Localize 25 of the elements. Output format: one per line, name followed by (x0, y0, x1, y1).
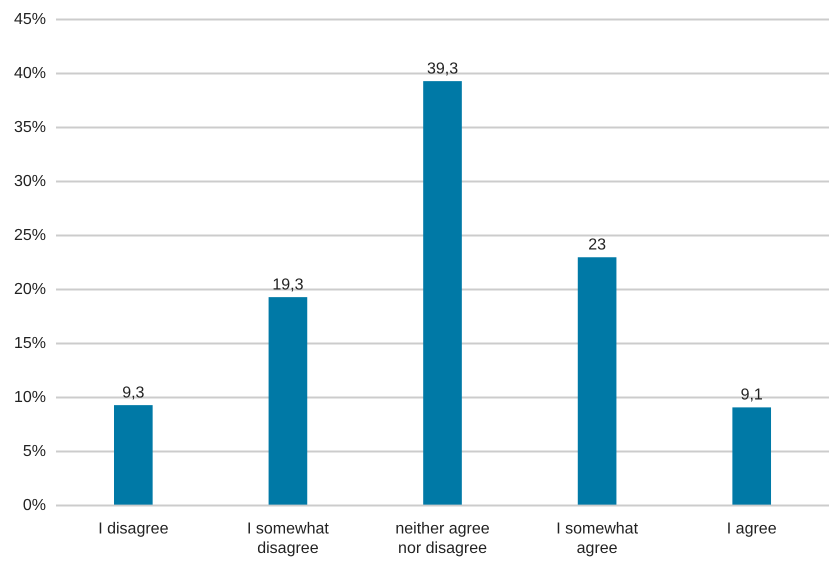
y-tick-label: 15% (14, 335, 46, 352)
y-tick-label: 40% (14, 65, 46, 82)
data-label: 9,1 (740, 386, 763, 404)
data-label: 23 (588, 236, 606, 254)
y-tick-label: 30% (14, 173, 46, 190)
y-tick-label: 0% (22, 497, 46, 514)
data-label: 9,3 (122, 384, 145, 402)
x-tick-label: I agree (726, 520, 777, 538)
y-tick-label: 35% (14, 119, 46, 136)
bar (578, 257, 616, 505)
bar (114, 405, 153, 505)
data-label: 19,3 (272, 276, 304, 294)
y-tick-label: 45% (14, 11, 46, 28)
x-tick-label: I somewhat agree (556, 520, 639, 557)
bar (732, 407, 772, 505)
y-tick-label: 5% (22, 443, 46, 460)
data-label: 39,3 (426, 60, 458, 78)
y-tick-label: 10% (14, 389, 46, 406)
x-tick-label: I somewhat disagree (247, 520, 330, 557)
bar (423, 81, 462, 505)
bar (268, 297, 308, 505)
x-tick-label: I disagree (98, 520, 169, 538)
y-tick-label: 25% (14, 227, 46, 244)
x-tick-label: neither agree nor disagree (395, 520, 490, 557)
y-tick-label: 20% (14, 281, 46, 298)
